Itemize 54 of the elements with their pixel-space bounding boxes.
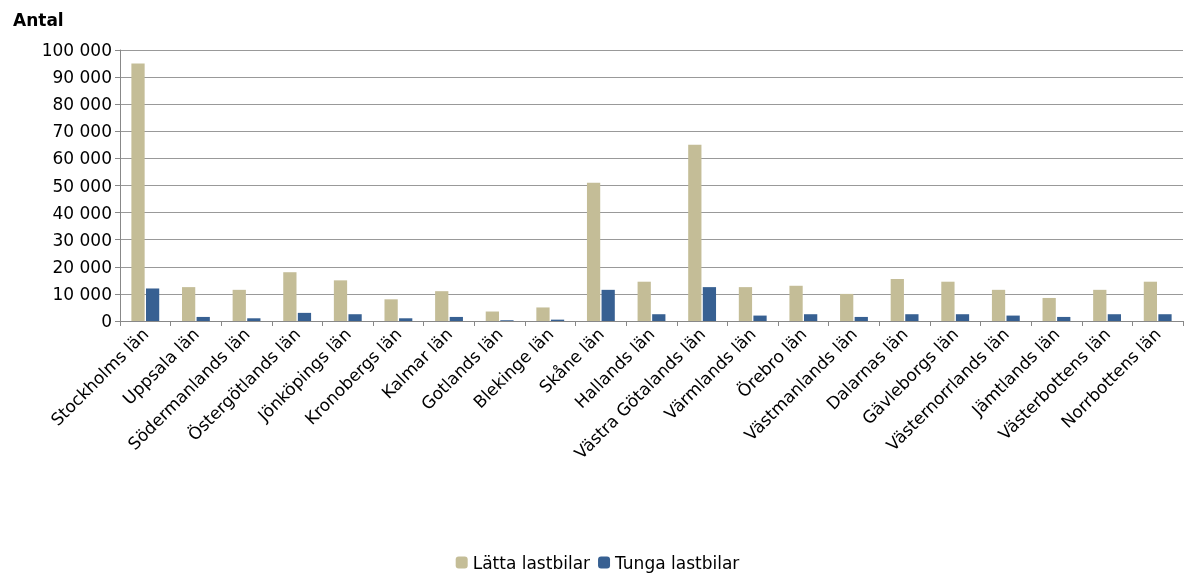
bar <box>789 285 803 321</box>
bar <box>449 316 463 321</box>
bar <box>196 316 210 321</box>
bar <box>854 316 868 321</box>
bar <box>485 311 499 321</box>
y-tick-label: 70 000 <box>52 121 112 142</box>
bar <box>955 314 970 321</box>
bar <box>1057 316 1071 321</box>
y-tick-label: 0 <box>101 311 112 331</box>
legend-label: Tunga lastbilar <box>614 552 740 573</box>
bar <box>232 289 246 321</box>
bar <box>297 312 312 321</box>
bar <box>348 314 362 321</box>
bar <box>586 182 601 321</box>
bar <box>435 291 449 321</box>
y-tick-label: 80 000 <box>52 94 112 115</box>
bar <box>333 280 348 321</box>
bar <box>283 272 297 321</box>
bar <box>905 314 919 321</box>
y-tick-label: 30 000 <box>52 229 112 250</box>
y-tick-label: 90 000 <box>52 67 112 88</box>
bar <box>1006 315 1020 321</box>
bar <box>131 63 145 321</box>
bar <box>1158 314 1172 321</box>
bar <box>536 307 550 321</box>
bar <box>1143 281 1158 321</box>
bar <box>753 315 767 321</box>
y-axis-title: Antal <box>13 9 64 30</box>
bar <box>1107 314 1121 321</box>
bar <box>1093 289 1107 321</box>
y-tick-label: 100 000 <box>41 40 112 60</box>
bar <box>652 314 666 321</box>
bar <box>247 318 261 321</box>
bar <box>738 287 753 321</box>
y-tick-label: 40 000 <box>52 202 112 223</box>
y-tick-label: 20 000 <box>52 256 112 277</box>
bar <box>890 279 904 321</box>
bar <box>840 293 854 321</box>
bar <box>991 289 1006 321</box>
y-tick-label: 50 000 <box>52 175 112 196</box>
bar <box>702 287 717 321</box>
legend-label: Lätta lastbilar <box>472 552 591 573</box>
bar <box>637 281 651 321</box>
bar <box>399 318 413 321</box>
bar <box>688 144 702 321</box>
bar <box>1042 297 1056 321</box>
bar <box>941 281 955 321</box>
bar <box>145 288 160 321</box>
bar <box>182 287 196 321</box>
y-tick-label: 10 000 <box>52 283 112 304</box>
y-tick-label: 60 000 <box>52 148 112 169</box>
bar <box>601 289 615 321</box>
bar <box>804 314 818 321</box>
bar <box>384 299 398 321</box>
